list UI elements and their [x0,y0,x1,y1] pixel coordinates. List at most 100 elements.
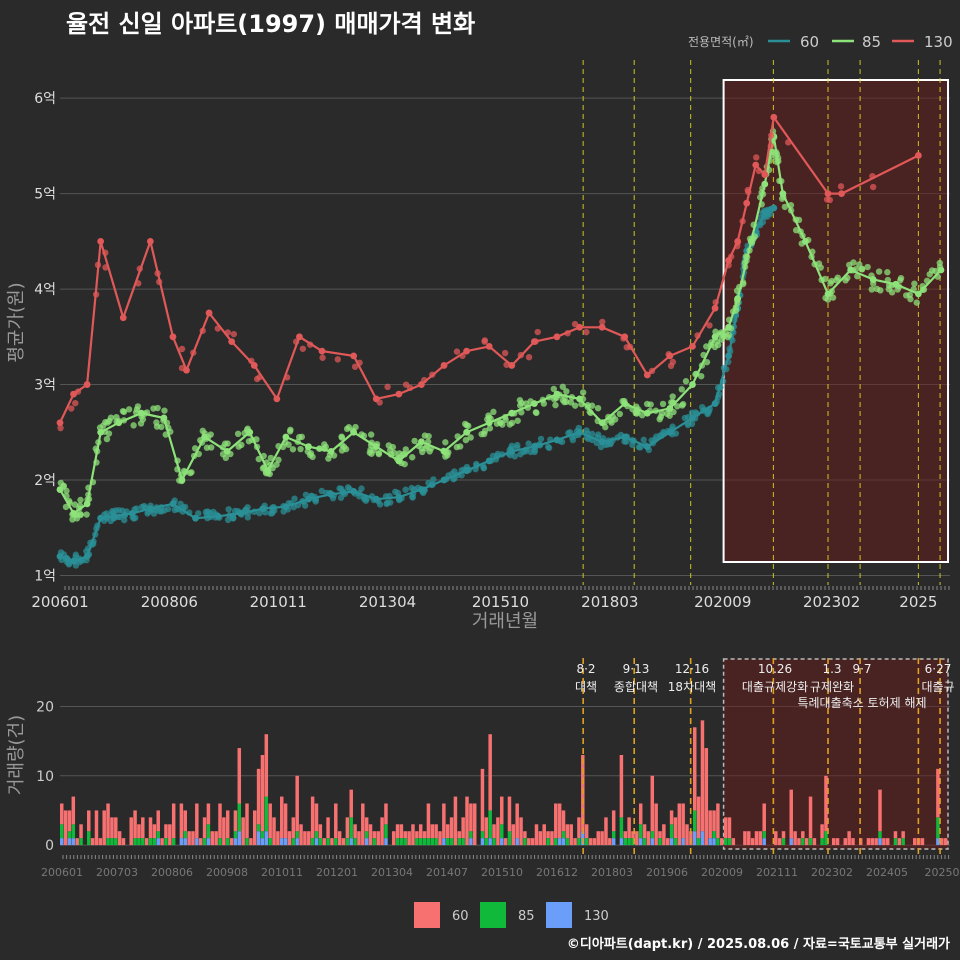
scatter-point [338,447,346,454]
x-tick-label: 201906 [646,866,688,879]
scatter-point [402,486,409,493]
volume-bar [496,817,500,846]
scatter-point [537,435,545,443]
volume-bar [114,817,118,839]
legend-label: 85 [518,909,535,924]
volume-bar [650,838,655,846]
volume-bar [712,838,716,846]
volume-bar [430,838,435,846]
volume-bar [569,824,573,846]
volume-bar [202,817,207,839]
volume-bar [442,838,446,846]
scatter-point [607,417,614,424]
x-tick-label: 202009 [701,866,743,879]
volume-bar [492,824,496,839]
volume-bar [480,768,485,832]
volume-bar [843,838,848,846]
x-tick-label: 200806 [141,593,198,611]
scatter-point [325,455,332,462]
volume-bar [291,838,296,846]
scatter-point [289,446,297,453]
scatter-point [502,416,509,424]
scatter-point [72,399,79,407]
scatter-point [77,511,84,519]
volume-bar [268,838,272,846]
volume-bar [63,810,68,846]
volume-bar [291,817,296,839]
volume-bar [743,831,747,846]
volume-bar [415,838,419,846]
volume-bar [913,838,917,846]
volume-bar [453,796,458,846]
volume-bar [372,838,377,846]
legend-label: 130 [924,33,953,51]
scatter-point [255,455,262,463]
x-axis-label: 거래년월 [472,611,538,632]
volume-bar [326,838,330,846]
volume-bar [465,796,469,846]
scatter-point [421,432,429,439]
volume-bar [669,810,674,825]
volume-bar [260,838,265,846]
volume-bar [457,831,462,839]
scatter-point [402,446,410,453]
scatter-point [579,389,587,396]
scatter-point [531,448,538,456]
volume-bar [480,831,485,839]
volume-bar [171,838,176,846]
volume-bar [337,831,342,846]
volume-bar [268,803,272,839]
volume-bar [202,838,207,846]
scatter-point [837,183,845,190]
x-tick-label: 201201 [316,866,358,879]
scatter-point [623,344,630,351]
legend-label: 60 [800,33,819,51]
volume-bar [472,803,477,846]
scatter-point [181,503,189,511]
volume-bar [71,838,76,846]
volume-bar [469,831,473,839]
scatter-point [647,401,654,408]
volume-bar [878,789,882,832]
volume-bar [488,838,492,846]
volume-bar [384,803,388,825]
legend-label: 60 [452,909,469,924]
volume-bar [777,838,782,846]
scatter-point [638,411,646,419]
scatter-point [297,445,304,453]
volume-bar [557,803,562,839]
series-60 [56,204,778,569]
volume-bar [727,817,732,839]
scatter-point [392,488,399,496]
volume-bar [156,838,160,846]
scatter-point [497,419,504,426]
volume-bar [75,838,79,846]
volume-bar [893,838,898,846]
scatter-point [267,454,275,462]
volume-bar [237,748,242,804]
policy-date: 12·16 [675,662,709,676]
highlight-box [722,79,950,563]
volume-bar [936,817,940,839]
scatter-point [653,433,660,440]
x-tick-label: 201304 [359,593,416,611]
volume-bar [692,810,697,832]
volume-bar [218,803,222,839]
scatter-point [725,331,733,339]
x-tick-label: 201612 [536,866,578,879]
scatter-point [525,440,532,447]
volume-bar [318,838,323,846]
policy-label: 규제완화 [810,680,854,694]
volume-bar [403,838,407,846]
volume-bar [60,803,64,825]
volume-bar [936,838,940,846]
volume-bar [681,803,685,839]
volume-bar [183,810,187,832]
volume-bar [627,817,631,839]
scatter-point [682,378,690,385]
scatter-point [366,449,374,456]
volume-bar [310,796,315,839]
volume-bar [673,817,678,839]
volume-bar [654,803,658,846]
scatter-point [307,450,315,457]
